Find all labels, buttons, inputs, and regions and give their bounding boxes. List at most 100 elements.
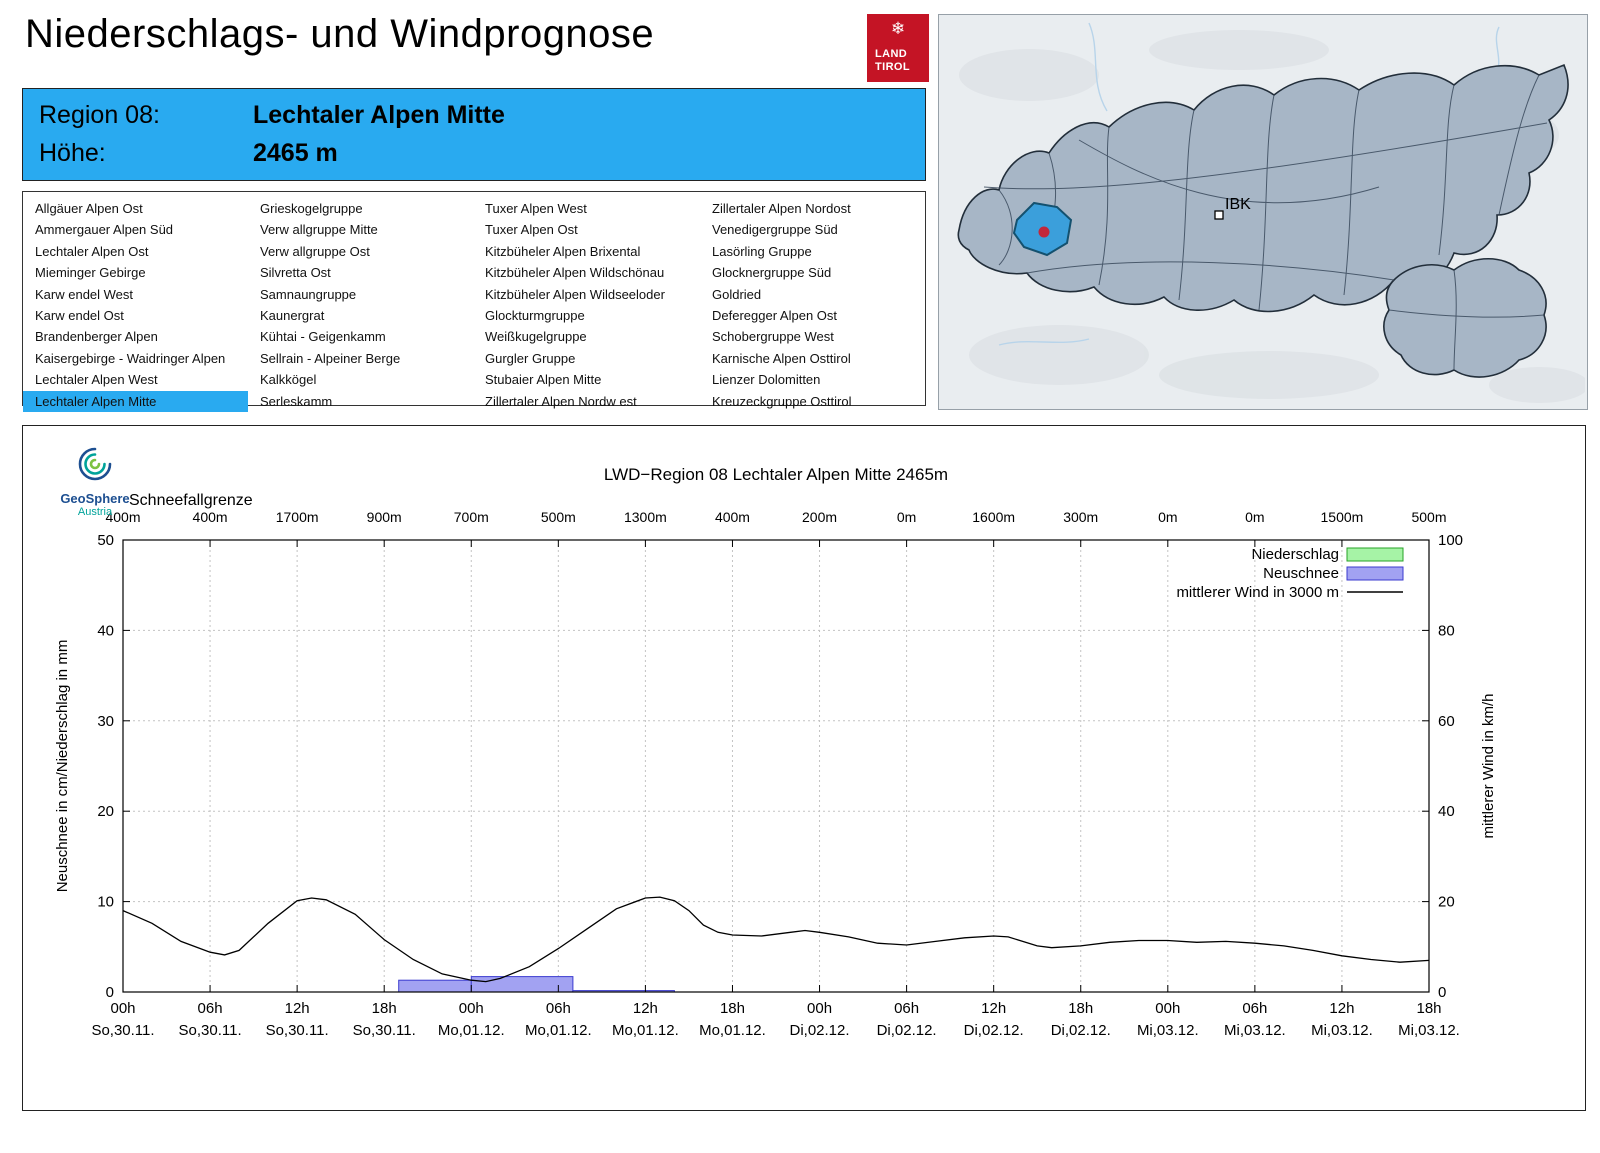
region-list-item[interactable]: Kreuzeckgruppe Osttirol [712, 393, 852, 409]
tirol-region-map[interactable]: IBK [938, 14, 1588, 410]
region-list-item[interactable]: Glocknergruppe Süd [712, 265, 832, 281]
schneefallgrenze-value: 1600m [972, 509, 1015, 525]
region-list-item[interactable]: Sellrain - Alpeiner Berge [260, 350, 401, 366]
schneefallgrenze-value: 500m [1411, 509, 1446, 525]
region-list-item[interactable]: Tuxer Alpen Ost [485, 222, 578, 238]
y-right-axis-title: mittlerer Wind in km/h [1480, 693, 1497, 838]
region-list-item[interactable]: Kalkkögel [260, 372, 317, 388]
map-region-north-tirol[interactable] [957, 63, 1569, 313]
region-list-item[interactable]: Lechtaler Alpen Mitte [23, 390, 248, 412]
region-list-item[interactable]: Grieskogelgruppe [260, 201, 363, 216]
region-list-item[interactable]: Karnische Alpen Osttirol [712, 350, 851, 366]
region-list-item[interactable]: Schobergruppe West [712, 329, 834, 345]
region-list-item[interactable]: Silvretta Ost [260, 265, 331, 281]
region-list: Allgäuer Alpen Ost Ammergauer Alpen Süd Le… [22, 191, 926, 412]
logo-text-land: LAND [875, 48, 908, 60]
x-tick-day: Mi,03.12. [1311, 1022, 1373, 1039]
region-list-column: Grieskogelgruppe Verw allgruppe Mitte Verw… [248, 198, 473, 412]
region-list-item[interactable]: Glockturmgruppe [485, 307, 585, 323]
region-list-item[interactable]: Stubaier Alpen Mitte [485, 372, 602, 388]
legend-label: Neuschnee [1263, 565, 1339, 582]
schneefallgrenze-value: 1700m [276, 509, 319, 525]
region-list-item[interactable]: Kühtai - Geigenkamm [260, 329, 386, 345]
x-tick-day: So,30.11. [353, 1022, 416, 1039]
region-list-item[interactable]: Mieminger Gebirge [35, 265, 146, 281]
geosphere-country: Austria [77, 506, 113, 518]
x-tick-day: Mo,01.12. [699, 1022, 766, 1039]
region-list-item[interactable]: Venedigergruppe Süd [712, 222, 838, 238]
neuschnee-bar [470, 976, 574, 993]
region-list-item[interactable]: Lechtaler Alpen Ost [35, 243, 149, 259]
region-list-item[interactable]: Kaunergrat [260, 307, 325, 323]
y-left-tick-label: 50 [97, 532, 114, 549]
region-list-item[interactable]: Allgäuer Alpen Ost [35, 201, 143, 216]
wind-line [122, 896, 1430, 983]
geosphere-name: GeoSphere [60, 491, 130, 506]
schneefallgrenze-value: 1500m [1321, 509, 1364, 525]
x-tick-hour: 18h [1416, 1000, 1441, 1017]
y-left-tick-label: 30 [97, 713, 114, 730]
region-list-item[interactable]: Karw endel West [35, 286, 134, 302]
region-list-item[interactable]: Zillertaler Alpen Nordw est [485, 393, 637, 409]
region-list-item[interactable]: Kitzbüheler Alpen Wildschönau [485, 265, 665, 281]
x-tick-day: Di,02.12. [1051, 1022, 1111, 1039]
y-left-tick-label: 20 [97, 803, 114, 820]
y-left-axis-title: Neuschnee in cm/Niederschlag in mm [54, 640, 71, 893]
x-tick-day: So,30.11. [179, 1022, 242, 1039]
x-tick-day: Mo,01.12. [612, 1022, 679, 1039]
region-list-item[interactable]: Ammergauer Alpen Süd [35, 222, 174, 238]
y-right-tick-label: 100 [1438, 532, 1463, 549]
region-list-item[interactable]: Tuxer Alpen West [485, 201, 587, 216]
chart-title: LWD−Region 08 Lechtaler Alpen Mitte 2465… [604, 465, 948, 484]
tirol-map-svg[interactable]: IBK [939, 15, 1587, 407]
region-list-item[interactable]: Verw allgruppe Mitte [260, 222, 378, 238]
region-list-item[interactable]: Kitzbüheler Alpen Brixental [485, 243, 641, 259]
legend-swatch [1346, 547, 1404, 562]
region-list-item[interactable]: Lienzer Dolomitten [712, 372, 821, 388]
geosphere-logo: GeoSphere Austria [53, 444, 137, 518]
snowflake-icon: ❄ [890, 19, 906, 38]
region-list-item[interactable]: Kitzbüheler Alpen Wildseeloder [485, 286, 665, 302]
region-list-item[interactable]: Deferegger Alpen Ost [712, 307, 838, 323]
page-title: Niederschlags- und Windprognose [25, 12, 655, 56]
map-region-east-tirol[interactable] [1383, 258, 1547, 378]
y-right-tick-label: 60 [1438, 713, 1455, 730]
schneefallgrenze-value: 500m [541, 509, 576, 525]
region-list-item[interactable]: Brandenberger Alpen [35, 329, 158, 345]
legend-label: mittlerer Wind in 3000 m [1176, 584, 1339, 601]
region-list-item[interactable]: Weißkugelgruppe [485, 329, 587, 345]
legend-label: Niederschlag [1251, 546, 1339, 563]
x-tick-hour: 00h [1155, 1000, 1180, 1017]
map-ibk-marker [1214, 210, 1224, 220]
y-right-tick-label: 80 [1438, 622, 1455, 639]
region-list-item[interactable]: Kaisergebirge - Waidringer Alpen [35, 350, 226, 366]
x-tick-day: So,30.11. [91, 1022, 154, 1039]
schneefallgrenze-value: 0m [1245, 509, 1264, 525]
x-tick-hour: 12h [1329, 1000, 1354, 1017]
x-tick-day: Mi,03.12. [1224, 1022, 1286, 1039]
region-list-item[interactable]: Lechtaler Alpen West [35, 372, 158, 388]
map-ibk-label: IBK [1225, 196, 1251, 213]
y-right-tick-label: 40 [1438, 803, 1455, 820]
map-selected-region-marker [1038, 226, 1050, 238]
region-list-item[interactable]: Goldried [712, 286, 762, 302]
region-list-item[interactable]: Zillertaler Alpen Nordost [712, 201, 851, 216]
region-list-item[interactable]: Verw allgruppe Ost [260, 243, 370, 259]
region-list-item[interactable]: Lasörling Gruppe [712, 243, 812, 259]
region-list-item[interactable]: Gurgler Gruppe [485, 350, 576, 366]
region-list-item[interactable]: Serleskamm [260, 393, 333, 409]
schneefallgrenze-value: 900m [367, 509, 402, 525]
region-list-column: Tuxer Alpen West Tuxer Alpen Ost Kitzbühel… [473, 198, 700, 412]
altitude-value: 2465 m [253, 139, 338, 167]
region-list-item[interactable]: Karw endel Ost [35, 307, 124, 323]
y-right-tick-label: 0 [1438, 984, 1446, 1001]
x-tick-hour: 00h [110, 1000, 135, 1017]
x-tick-hour: 12h [633, 1000, 658, 1017]
y-left-tick-label: 40 [97, 622, 114, 639]
schneefallgrenze-value: 0m [897, 509, 916, 525]
region-list-column: Zillertaler Alpen Nordost Venedigergruppe… [700, 198, 925, 412]
schneefallgrenze-label: Schneefallgrenze [129, 492, 253, 509]
region-number-label: Region 08: [39, 101, 160, 129]
schneefallgrenze-value: 400m [715, 509, 750, 525]
region-list-item[interactable]: Samnaungruppe [260, 286, 357, 302]
